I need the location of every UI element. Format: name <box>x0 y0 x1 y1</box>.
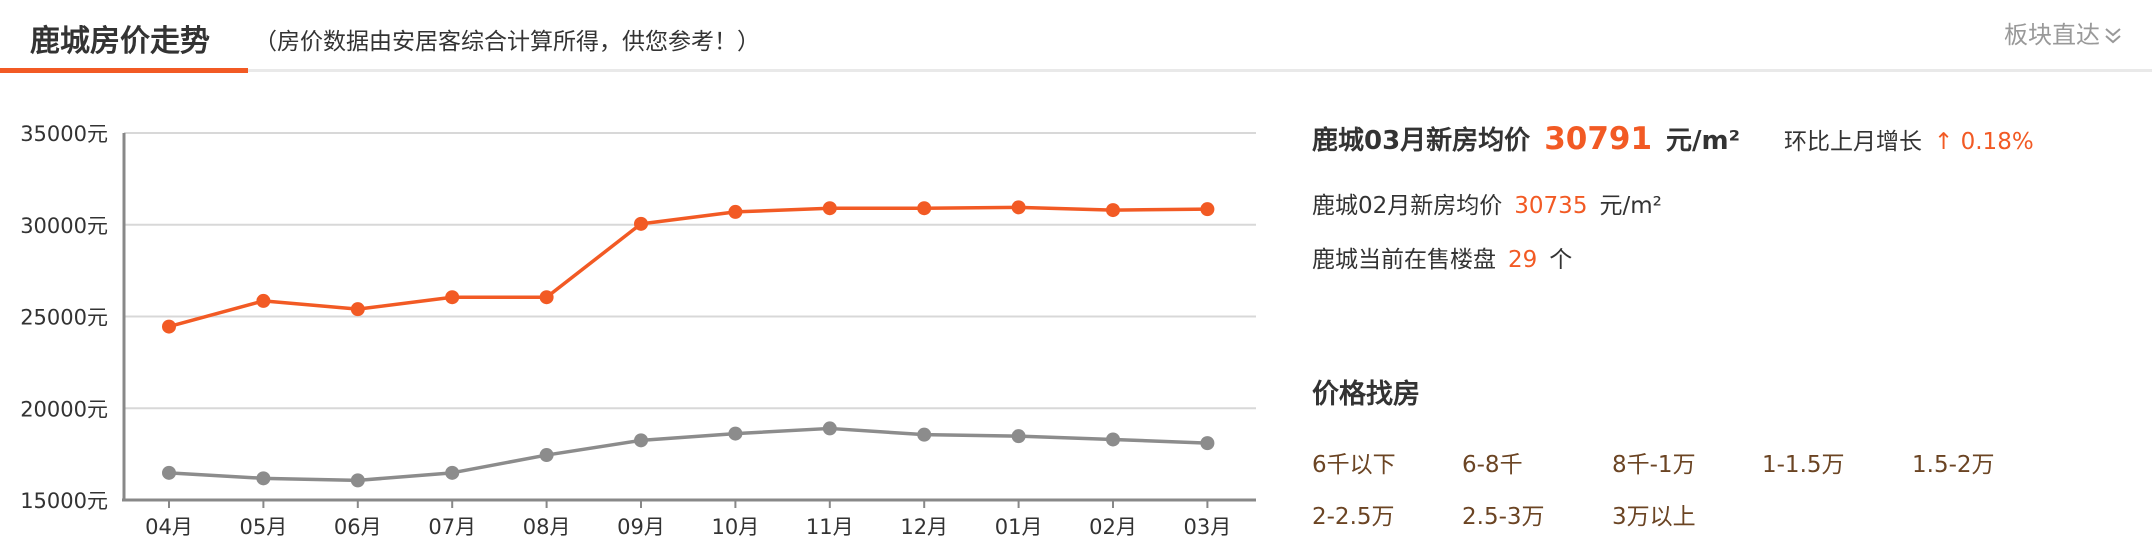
x-tick-label: 02月 <box>1089 515 1137 539</box>
series-2-point <box>350 473 365 488</box>
series-1-point <box>728 204 743 219</box>
series-1-point <box>1106 203 1120 218</box>
series-1-point <box>350 302 365 317</box>
price-link-1[interactable]: 6千以下 <box>1312 452 1396 478</box>
change-label: 环比上月增长 <box>1784 129 1923 155</box>
series-1-point <box>822 201 837 216</box>
prev-price-label: 鹿城02月新房均价 <box>1312 193 1503 219</box>
x-tick-label: 09月 <box>617 515 665 539</box>
series-2-point <box>539 448 554 463</box>
current-price-label: 鹿城03月新房均价 <box>1312 126 1531 156</box>
series-2-point <box>1106 432 1120 447</box>
x-tick-label: 08月 <box>523 515 571 539</box>
y-tick-label: 15000元 <box>20 489 108 513</box>
series-1-point <box>162 319 176 334</box>
price-search-title: 价格找房 <box>1312 379 1420 410</box>
price-trend-chart: 15000元 20000元 25000元 30000元 35000元 04月 05月 06月 0… <box>20 122 1256 539</box>
x-tick-label: 01月 <box>995 515 1043 539</box>
price-link-6[interactable]: 2-2.5万 <box>1312 504 1395 530</box>
quick-link-label: 板块直达 <box>2004 21 2100 49</box>
change-value: ↑ 0.18% <box>1934 129 2034 155</box>
price-link-4[interactable]: 1-1.5万 <box>1762 452 1845 478</box>
current-price-row: 鹿城03月新房均价 30791 元/m² 环比上月增长 ↑ 0.18% <box>1312 120 2034 157</box>
price-link-2[interactable]: 6-8千 <box>1462 452 1523 478</box>
y-tick-label: 25000元 <box>20 306 108 330</box>
current-price-value: 30791 <box>1544 121 1653 157</box>
series-2-point <box>917 427 932 442</box>
series-2-point <box>445 465 460 480</box>
double-chevron-down-icon <box>2105 28 2121 44</box>
prev-price-row: 鹿城02月新房均价 30735 元/m² <box>1312 186 1662 220</box>
series-1-point <box>1200 202 1215 217</box>
series-1-point <box>256 293 271 308</box>
series-1-line <box>168 205 1208 329</box>
series-2-point <box>634 433 648 448</box>
page-subtitle: （房价数据由安居客综合计算所得，供您参考！） <box>254 29 760 55</box>
prev-price-value: 30735 <box>1514 193 1588 219</box>
series-2-point <box>822 421 837 436</box>
onsale-unit: 个 <box>1549 247 1573 273</box>
header-active-underline <box>0 68 248 73</box>
header: 鹿城房价走势 （房价数据由安居客综合计算所得，供您参考！） 板块直达 <box>0 0 2152 73</box>
x-tick-label: 12月 <box>900 515 948 539</box>
x-tick-label: 05月 <box>240 515 288 539</box>
page-title: 鹿城房价走势 <box>30 24 210 59</box>
price-link-3[interactable]: 8千-1万 <box>1612 452 1696 478</box>
series-2-point <box>162 465 176 480</box>
price-link-7[interactable]: 2.5-3万 <box>1462 504 1545 530</box>
series-1-point <box>917 201 932 216</box>
y-tick-label: 30000元 <box>20 214 108 238</box>
price-link-8[interactable]: 3万以上 <box>1612 504 1696 530</box>
onsale-row: 鹿城当前在售楼盘 29 个 <box>1312 240 1572 274</box>
series-2-point <box>1011 429 1026 444</box>
series-2-point <box>256 471 271 486</box>
x-tick-label: 03月 <box>1184 515 1232 539</box>
series-2-point <box>1200 436 1215 451</box>
x-tick-label: 11月 <box>806 515 854 539</box>
series-1-point <box>445 290 460 305</box>
x-tick-label: 10月 <box>712 515 760 539</box>
prev-price-unit: 元/m² <box>1599 193 1662 219</box>
onsale-count: 29 <box>1508 247 1538 273</box>
price-link-5[interactable]: 1.5-2万 <box>1912 452 1995 478</box>
y-tick-label: 20000元 <box>20 397 108 421</box>
x-tick-label: 04月 <box>145 515 193 539</box>
onsale-label: 鹿城当前在售楼盘 <box>1312 247 1496 273</box>
series-2-point <box>728 426 743 441</box>
series-1-point <box>634 216 648 231</box>
header-divider <box>0 69 2152 72</box>
x-tick-label: 07月 <box>428 515 476 539</box>
y-tick-label: 35000元 <box>20 122 108 146</box>
series-1-point <box>539 290 554 305</box>
x-tick-label: 06月 <box>334 515 382 539</box>
series-2-line <box>168 426 1208 483</box>
current-price-unit: 元/m² <box>1666 126 1741 156</box>
series-1-point <box>1011 200 1026 215</box>
